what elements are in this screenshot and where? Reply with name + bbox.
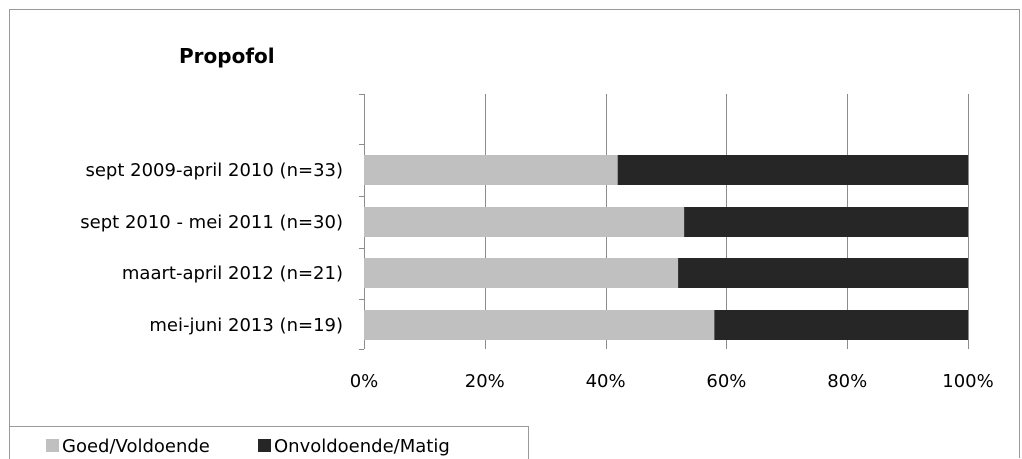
bar-segment	[364, 207, 685, 237]
bar-segment	[364, 310, 715, 340]
x-tick-label: 80%	[827, 371, 867, 392]
x-axis-tick-labels: 0% 20% 40% 60% 80% 100%	[350, 371, 994, 392]
bars	[364, 155, 968, 340]
chart-frame	[9, 9, 1020, 458]
category-labels: sept 2009-april 2010 (n=33) sept 2010 - m…	[80, 160, 343, 336]
bar-segment	[364, 258, 679, 288]
x-tick-label: 40%	[586, 371, 626, 392]
category-label: sept 2009-april 2010 (n=33)	[85, 160, 343, 181]
x-tick-label: 60%	[706, 371, 746, 392]
legend-label: Onvoldoende/Matig	[274, 436, 450, 457]
legend-swatch	[46, 439, 59, 452]
legend-swatch	[258, 439, 271, 452]
x-tick-label: 100%	[942, 371, 993, 392]
legend-label: Goed/Voldoende	[62, 436, 210, 457]
chart-title: Propofol	[179, 44, 275, 68]
x-tick-label: 0%	[350, 371, 379, 392]
category-label: sept 2010 - mei 2011 (n=30)	[80, 212, 343, 233]
bar-segment	[678, 258, 968, 288]
legend: Goed/Voldoende Onvoldoende/Matig	[9, 426, 529, 459]
category-label: maart-april 2012 (n=21)	[122, 263, 343, 284]
bar-segment	[617, 155, 968, 185]
bar-segment	[684, 207, 968, 237]
bar-segment	[364, 155, 618, 185]
category-label: mei-juni 2013 (n=19)	[149, 315, 343, 336]
bar-segment	[714, 310, 968, 340]
x-tick-label: 20%	[465, 371, 505, 392]
